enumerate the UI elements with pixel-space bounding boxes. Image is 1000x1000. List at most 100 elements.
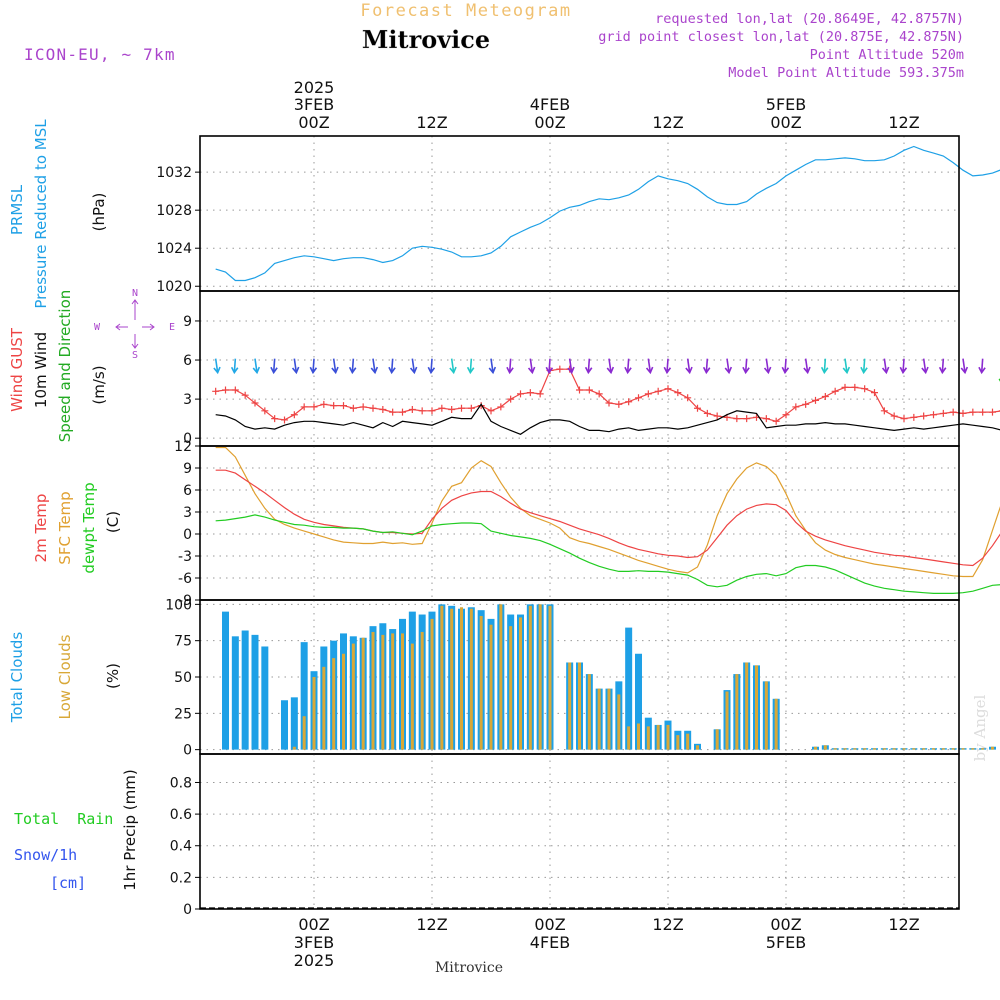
low-cloud-bar: [597, 688, 601, 750]
wind-direction-arrow: [784, 358, 787, 373]
pressure-unit: (hPa): [90, 193, 108, 232]
precip-panel: 0 0.2 0.4 0.6 0.8: [170, 753, 960, 918]
y-tick-label: 100: [165, 597, 192, 613]
wind-direction-arrow: [724, 366, 733, 375]
gust-marker: [438, 404, 446, 412]
dewpt-line: [215, 514, 1000, 595]
top-day-label: 3FEB: [294, 95, 334, 114]
bottom-hour-label: 12Z: [888, 915, 919, 934]
wind-direction-arrow: [213, 366, 221, 375]
low-cloud-bar: [833, 748, 837, 750]
bottom-hour-label: 12Z: [652, 915, 683, 934]
low-clouds-label: Low Clouds: [56, 634, 74, 719]
top-hour-label: 12Z: [888, 113, 919, 132]
wind-label: 10m Wind: [32, 332, 50, 408]
wind-direction-arrow: [252, 366, 261, 375]
temp-unit: (C): [104, 511, 122, 533]
gust-marker: [910, 413, 918, 421]
low-cloud-bar: [646, 726, 650, 750]
wind-direction-arrow: [351, 358, 355, 373]
gust-marker: [448, 406, 456, 414]
wind-direction-arrow: [803, 366, 811, 375]
gust-marker: [320, 400, 328, 408]
low-cloud-bar: [568, 662, 572, 750]
low-cloud-bar: [617, 694, 621, 750]
gust-marker: [261, 407, 269, 415]
y-tick-label: 0: [183, 902, 192, 918]
wind-unit: (m/s): [90, 365, 108, 404]
snow-unit-label: [cm]: [50, 874, 86, 892]
gust-marker: [762, 415, 770, 423]
low-cloud-bar: [922, 748, 926, 750]
low-cloud-bar: [499, 604, 503, 750]
pressure-label-long: Pressure Reduced to MSL: [32, 119, 50, 309]
gust-marker: [959, 409, 967, 417]
gust-marker: [556, 365, 564, 373]
gust-marker: [684, 394, 692, 402]
gust-marker: [861, 385, 869, 393]
wind-direction-arrow: [348, 366, 357, 375]
wind-direction-arrow: [233, 358, 237, 373]
total-cloud-bar: [261, 646, 269, 750]
gust-marker: [694, 404, 701, 412]
y-tick-label: 1024: [156, 241, 192, 257]
panel-frame: [199, 135, 960, 292]
wind-direction-arrow: [254, 358, 258, 373]
y-tick-label: 3: [183, 392, 192, 408]
gust-marker: [979, 408, 987, 416]
bottom-day-label: 3FEB: [294, 933, 334, 952]
gust-marker: [625, 398, 633, 406]
gust-marker: [703, 409, 711, 417]
total-cloud-bar: [290, 697, 298, 750]
grid-point-coords: grid point closest lon,lat (20.875E, 42.…: [598, 29, 964, 45]
wind-direction-arrow: [390, 358, 394, 373]
low-cloud-bar: [755, 665, 758, 750]
cloud-unit: (%): [104, 663, 122, 689]
gust-marker: [841, 383, 849, 391]
pressure-panel: 1020 1024 1028 1032: [156, 135, 1000, 295]
low-cloud-bar: [528, 605, 532, 750]
model-altitude: Model Point Altitude 593.375m: [728, 65, 964, 81]
low-cloud-bar: [489, 624, 493, 750]
low-cloud-bar: [912, 748, 916, 750]
sfc-temp-line: [215, 446, 1000, 578]
compass-south: S: [132, 350, 138, 361]
wind-direction-arrow: [624, 366, 632, 375]
low-cloud-bar: [637, 723, 640, 750]
gust-marker: [271, 415, 279, 423]
low-cloud-bar: [460, 607, 463, 750]
gust-marker: [497, 403, 505, 411]
gust-marker: [920, 412, 928, 420]
temp2m-label: 2m Temp: [32, 494, 50, 563]
y-tick-label: 75: [174, 634, 192, 650]
gust-marker: [507, 395, 515, 403]
gust-marker: [585, 386, 593, 394]
low-cloud-bar: [902, 748, 906, 750]
gust-marker: [517, 390, 524, 398]
wind-direction-arrow: [469, 358, 473, 373]
low-cloud-bar: [656, 724, 660, 750]
low-cloud-bar: [342, 653, 345, 750]
wind-direction-arrow: [765, 358, 770, 373]
low-cloud-bar: [991, 746, 994, 750]
bottom-hour-label: 00Z: [534, 915, 565, 934]
compass-arrows-icon: [115, 299, 155, 349]
low-cloud-bar: [351, 643, 355, 750]
pressure-line: [215, 145, 1000, 282]
wind-direction-arrow: [883, 358, 888, 373]
pressure-side-labels: PRMSL Pressure Reduced to MSL (hPa): [8, 119, 108, 309]
pressure-label: PRMSL: [8, 184, 26, 235]
top-hour-label: 00Z: [534, 113, 565, 132]
sfc-temp-label: SFC Temp: [56, 491, 74, 564]
y-tick-label: 1020: [156, 279, 192, 295]
panel-frame: [199, 753, 960, 910]
wind-direction-arrow: [922, 358, 927, 373]
snow-label: Snow/1h: [14, 846, 77, 864]
gust-marker: [330, 402, 338, 410]
low-cloud-bar: [774, 698, 778, 750]
low-cloud-bar: [371, 631, 375, 750]
wind-direction-arrow: [860, 366, 868, 375]
low-cloud-bar: [735, 674, 739, 750]
y-tick-label: 1032: [156, 165, 192, 181]
bottom-hour-label: 12Z: [416, 915, 447, 934]
